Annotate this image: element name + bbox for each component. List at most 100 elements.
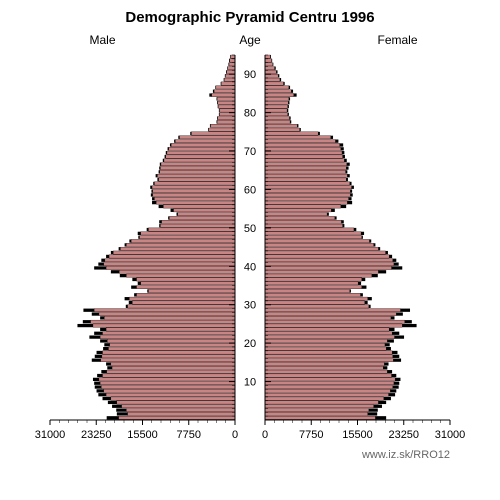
male-bar	[229, 63, 235, 66]
male-bar	[126, 408, 235, 411]
female-bar	[265, 78, 280, 81]
x-tick-label-right: 0	[262, 429, 268, 441]
female-bar	[265, 205, 341, 208]
male-bar	[119, 416, 235, 419]
female-bar	[265, 147, 341, 150]
y-tick-label: 80	[244, 108, 256, 120]
male-bar	[178, 213, 235, 216]
male-bar	[153, 189, 235, 192]
female-bar	[265, 197, 349, 200]
male-label: Male	[89, 33, 115, 47]
male-bar	[169, 216, 235, 219]
female-bar	[265, 301, 365, 304]
female-bar	[265, 224, 343, 227]
male-bar	[219, 109, 235, 112]
male-bar	[91, 320, 235, 323]
y-tick-label: 20	[244, 338, 256, 350]
male-bar	[227, 70, 235, 73]
pyramid-chart: 3100023250155007750007750155002325031000…	[0, 0, 500, 500]
female-bar	[265, 213, 327, 216]
male-bar	[156, 201, 235, 204]
male-bar	[120, 247, 235, 250]
female-bar	[265, 63, 273, 66]
female-bar	[265, 359, 393, 362]
female-bar	[265, 178, 346, 181]
female-bar	[265, 55, 270, 58]
female-bar	[265, 389, 390, 392]
female-bar	[265, 374, 392, 377]
male-bar	[167, 151, 235, 154]
male-bar	[191, 132, 235, 135]
male-bar	[129, 297, 235, 300]
female-bar	[265, 366, 383, 369]
male-bar	[102, 355, 235, 358]
male-bar	[217, 97, 235, 100]
male-bar	[111, 397, 235, 400]
female-bar	[265, 401, 378, 404]
female-bar	[265, 320, 405, 323]
female-bar	[265, 209, 331, 212]
male-bar	[175, 140, 235, 143]
female-bar	[265, 201, 347, 204]
x-tick-label-right: 15500	[342, 429, 373, 441]
x-tick-label-right: 23250	[388, 429, 419, 441]
female-bar	[265, 136, 331, 139]
female-bar	[265, 90, 291, 93]
female-bar	[265, 309, 400, 312]
female-bar	[265, 312, 396, 315]
male-bar	[106, 266, 235, 269]
male-bar	[111, 362, 235, 365]
y-tick-label: 30	[244, 300, 256, 312]
male-bar	[99, 312, 235, 315]
female-bar	[265, 70, 276, 73]
male-bar	[128, 412, 235, 415]
male-bar	[228, 67, 235, 70]
x-tick-label-right: 31000	[435, 429, 466, 441]
male-bar	[157, 174, 235, 177]
female-bar	[265, 155, 343, 158]
female-bar	[265, 105, 288, 108]
male-bar	[137, 278, 235, 281]
x-tick-label-left: 23250	[81, 429, 112, 441]
female-bar	[265, 128, 300, 131]
age-label: Age	[239, 33, 261, 47]
male-bar	[180, 136, 236, 139]
male-bar	[106, 393, 235, 396]
x-tick-label-left: 15500	[127, 429, 158, 441]
male-bar	[110, 343, 235, 346]
male-bar	[154, 197, 235, 200]
male-bar	[119, 270, 235, 273]
female-label: Female	[377, 33, 417, 47]
male-bar	[163, 205, 235, 208]
male-bar	[103, 332, 235, 335]
female-bar	[265, 93, 294, 96]
male-bar	[126, 274, 235, 277]
female-bar	[265, 328, 389, 331]
female-bar	[265, 335, 395, 338]
female-bar	[265, 266, 392, 269]
male-bar	[109, 255, 235, 258]
y-tick-label: 90	[244, 69, 256, 81]
female-bar	[265, 193, 350, 196]
y-tick-label: 50	[244, 223, 256, 235]
x-tick-label-left: 7750	[177, 429, 201, 441]
female-bar	[265, 86, 289, 89]
female-bar	[265, 174, 347, 177]
female-bar	[265, 247, 378, 250]
female-bar	[265, 239, 369, 242]
female-bar	[265, 274, 372, 277]
male-bar	[100, 382, 235, 385]
male-bar	[230, 59, 235, 62]
male-bar	[164, 159, 235, 162]
female-bar	[265, 270, 378, 273]
female-bar	[265, 220, 341, 223]
female-bar	[265, 255, 389, 258]
male-bar	[169, 147, 235, 150]
female-bar	[265, 351, 392, 354]
female-bar	[265, 159, 344, 162]
male-bar	[216, 86, 235, 89]
female-bar	[265, 355, 393, 358]
male-bar	[221, 82, 235, 85]
female-bar	[265, 332, 392, 335]
male-bar	[160, 166, 235, 169]
